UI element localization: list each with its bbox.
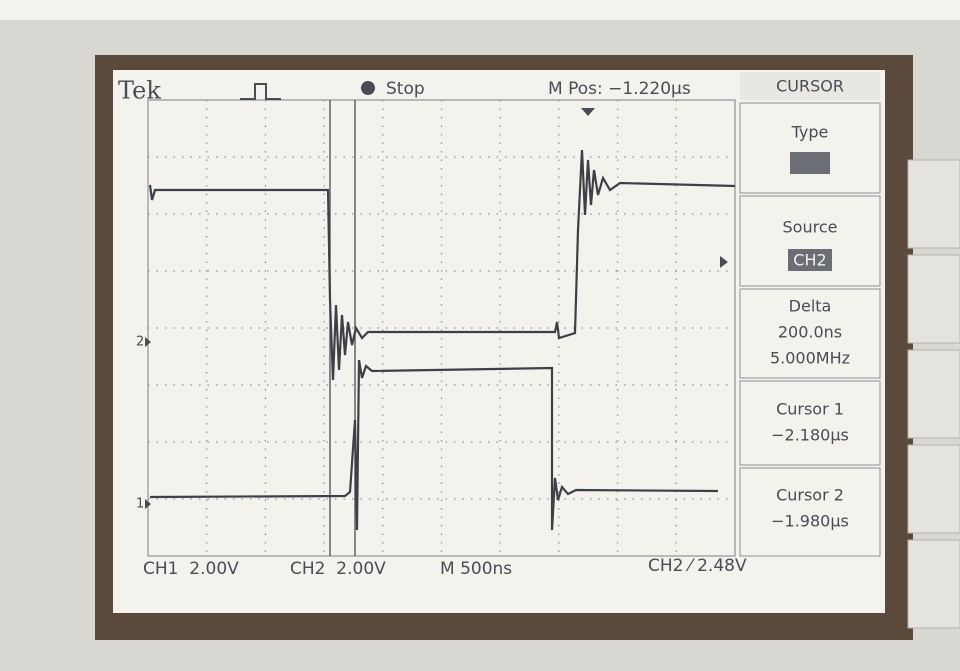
run-status: Stop	[386, 79, 425, 99]
ch2-scale: CH2 2.00V	[290, 559, 386, 579]
menu-item[interactable]	[740, 103, 880, 193]
menu-value: −2.180µs	[771, 426, 849, 445]
menu-label: Delta	[789, 297, 832, 316]
menu-label: Type	[791, 123, 829, 142]
brand: Tek	[118, 77, 161, 105]
run-indicator	[361, 81, 375, 95]
menu-value: CH2	[793, 251, 826, 270]
ch1-scale: CH1 2.00V	[143, 559, 239, 579]
menu-label: Cursor 2	[776, 486, 844, 505]
top-light	[0, 0, 960, 20]
menu-title: CURSOR	[776, 77, 844, 96]
scope-photo: Tek Stop M Pos: −1.220µs 2 1 CURSOR Type…	[0, 0, 960, 671]
trigger-setting: CH2 ⁄ 2.48V	[648, 556, 747, 576]
horizontal-position: M Pos: −1.220µs	[548, 79, 691, 99]
menu-value: 5.000MHz	[770, 349, 850, 368]
button[interactable]	[908, 255, 960, 343]
side-menu: CURSOR Type Source CH2 Delta 200.0ns 5.0…	[740, 72, 880, 556]
ch1-marker: 1	[136, 497, 144, 512]
menu-label: Source	[783, 218, 838, 237]
side-buttons	[908, 160, 960, 628]
button[interactable]	[908, 160, 960, 248]
menu-item[interactable]	[740, 196, 880, 286]
menu-value: −1.980µs	[771, 512, 849, 531]
menu-item[interactable]	[740, 381, 880, 465]
button[interactable]	[908, 540, 960, 628]
ch2-marker: 2	[136, 335, 144, 350]
button[interactable]	[908, 350, 960, 438]
type-icon	[790, 152, 830, 174]
menu-value: 200.0ns	[778, 323, 842, 342]
menu-label: Cursor 1	[776, 400, 844, 419]
button[interactable]	[908, 445, 960, 533]
timebase: M 500ns	[440, 559, 512, 579]
